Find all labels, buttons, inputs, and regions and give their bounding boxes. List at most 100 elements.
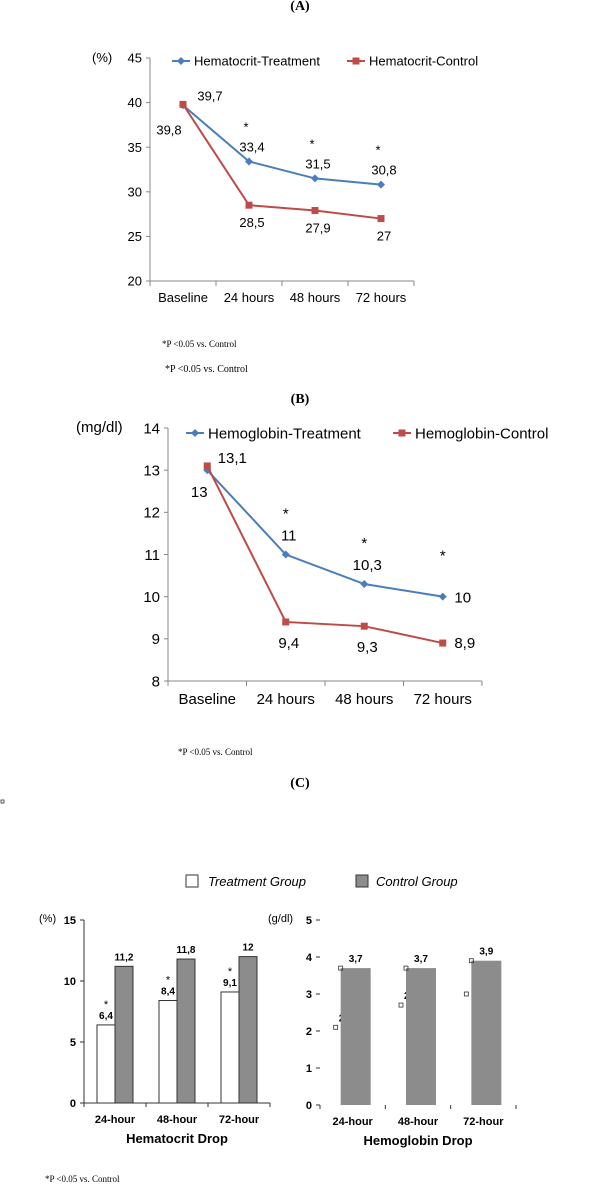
x-tick-label: Baseline	[178, 691, 236, 708]
y-axis-label: (mg/dl)	[76, 419, 123, 436]
y-tick-label: 13	[143, 462, 160, 479]
control-data-label: 9,3	[357, 639, 378, 656]
treatment-value-label: 6,4	[99, 1011, 113, 1022]
treatment-bar	[220, 991, 240, 1104]
control-bar	[340, 968, 371, 1105]
y-tick-label: 0	[70, 1098, 76, 1110]
treatment-data-label: 11	[281, 528, 297, 545]
x-tick-label: 24 hours	[257, 691, 315, 708]
legend-treatment-swatch	[185, 874, 199, 888]
treatment-data-label: 10,3	[353, 557, 382, 574]
x-tick-label: 48 hours	[335, 691, 393, 708]
y-tick-label: 8	[152, 673, 160, 690]
control-bar	[114, 965, 134, 1104]
panel-c-label: (C)	[290, 776, 310, 791]
control-point	[245, 201, 253, 209]
treatment-data-label: 13	[191, 484, 208, 501]
y-tick-label: 25	[128, 229, 142, 244]
treatment-bar-marker	[463, 991, 469, 997]
stray-marker	[0, 799, 5, 804]
y-tick-label: 4	[306, 952, 313, 964]
control-data-label: 39,8	[156, 122, 181, 137]
y-tick-label: 11	[144, 547, 160, 564]
y-tick-label: 10	[143, 589, 160, 606]
y-tick-label: 20	[128, 274, 142, 289]
y-tick-label: 10	[64, 976, 76, 988]
y-tick-label: 2	[306, 1026, 312, 1038]
y-tick-label: 0	[306, 1100, 312, 1112]
y-axis-label: (g/dl)	[268, 913, 293, 925]
control-data-label: 27,9	[305, 221, 330, 236]
y-tick-label: 30	[128, 184, 142, 199]
control-point	[179, 100, 187, 108]
control-bar-marker	[468, 958, 474, 964]
chart-b-hemoglobin: 8 9 10 11 12 13 14 Baseline 24 hours 48 hours 72 h…	[76, 419, 548, 708]
significance-star: *	[283, 506, 289, 523]
x-tick-label: Baseline	[158, 290, 208, 305]
panel-a-footnote-2: *P <0.05 vs. Control	[165, 364, 248, 375]
control-bar	[176, 958, 196, 1104]
legend-control-swatch	[355, 874, 369, 888]
legend-treatment-marker	[177, 57, 185, 65]
x-tick-label: 72-hour	[463, 1116, 504, 1128]
significance-star: *	[361, 535, 367, 552]
y-tick-label: 9	[152, 631, 160, 648]
significance-star: *	[166, 975, 171, 987]
x-tick-label: 72-hour	[219, 1114, 260, 1126]
x-axis-title: Hemoglobin Drop	[363, 1133, 472, 1148]
chart-c2-hemoglobin-drop: 0 1 2 3 4 5 24-hour 48-hour 72-hour (g/dl) Hemoglo…	[268, 913, 517, 1148]
treatment-bar-marker	[333, 1024, 339, 1030]
y-tick-label: 12	[143, 505, 160, 522]
panel-a-footnote-1: *P <0.05 vs. Control	[162, 339, 237, 349]
significance-star: *	[243, 119, 248, 134]
significance-star: *	[228, 966, 233, 978]
chart-a-hematocrit: 20 25 30 35 40 45 Baseline 24 hours 48 hours 72 h…	[92, 50, 478, 305]
treatment-data-label: 10	[454, 590, 471, 607]
control-value-label: 12	[242, 943, 254, 954]
legend-control-marker	[352, 57, 360, 65]
legend-treatment-label: Hemoglobin-Treatment	[208, 425, 362, 442]
significance-star: *	[104, 999, 109, 1011]
legend-treatment-label: Treatment Group	[208, 874, 306, 889]
treatment-point	[377, 180, 385, 189]
significance-star: *	[375, 143, 380, 158]
y-tick-label: 14	[143, 420, 160, 437]
treatment-value-label: 9,1	[223, 978, 237, 989]
control-value-label: 11,2	[115, 952, 134, 963]
y-axis-label: (%)	[92, 50, 112, 65]
control-bar-marker	[403, 965, 409, 971]
control-value-label: 11,8	[177, 945, 196, 956]
series-treatment-line	[182, 104, 382, 186]
treatment-data-label: 30,8	[371, 163, 396, 178]
legend-treatment-marker	[191, 429, 199, 437]
significance-star: *	[309, 136, 314, 151]
treatment-point	[438, 592, 447, 601]
treatment-bar	[158, 1000, 178, 1104]
y-axis-label: (%)	[39, 913, 56, 925]
control-point	[282, 618, 290, 626]
legend-control-label: Hemoglobin-Control	[415, 425, 548, 442]
control-data-label: 28,5	[239, 215, 264, 230]
y-tick-label: 40	[128, 95, 142, 110]
y-tick-label: 3	[306, 989, 312, 1001]
series-control-line	[206, 465, 443, 645]
x-tick-label: 72 hours	[414, 691, 472, 708]
panel-b-footnote: *P <0.05 vs. Control	[178, 747, 253, 757]
control-data-label: 8,9	[454, 635, 475, 652]
control-point	[311, 207, 319, 215]
control-bar	[406, 968, 436, 1105]
x-axis-title: Hematocrit Drop	[126, 1131, 228, 1146]
y-tick-label: 15	[64, 915, 76, 927]
chart-c1-hematocrit-drop: 0 5 10 15 24-hour 48-hour 72-hour (%) Hematocrit…	[39, 913, 271, 1146]
x-tick-label: 24 hours	[224, 290, 275, 305]
treatment-data-label: 33,4	[239, 139, 264, 154]
x-tick-label: 24-hour	[95, 1114, 136, 1126]
series-control-line	[182, 103, 382, 220]
y-tick-label: 5	[306, 915, 312, 927]
control-point	[439, 639, 447, 647]
legend-control-marker	[398, 429, 406, 437]
control-data-label: 9,4	[278, 635, 299, 652]
control-value-label: 3,7	[414, 954, 428, 965]
control-bar	[471, 960, 502, 1105]
y-tick-label: 35	[128, 140, 142, 155]
